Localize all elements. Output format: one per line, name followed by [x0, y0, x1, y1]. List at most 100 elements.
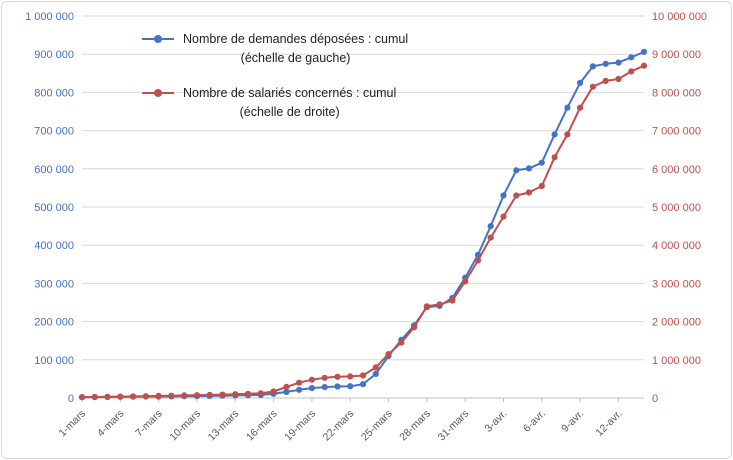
- data-point: [538, 159, 545, 166]
- y-axis-label-left: 600 000: [34, 164, 74, 176]
- y-axis-label-right: 3 000 000: [652, 278, 701, 290]
- x-axis-label: 28-mars: [397, 408, 433, 444]
- y-axis-label-right: 9 000 000: [652, 49, 701, 61]
- data-point: [359, 381, 367, 388]
- data-point: [640, 48, 648, 56]
- data-point: [513, 192, 520, 199]
- x-axis-label: 19-mars: [282, 408, 318, 444]
- axes: 0 0 100 000 1 000 000 200 000 2 000 000 300 00…: [25, 11, 707, 443]
- data-point: [474, 257, 482, 264]
- data-point: [296, 386, 303, 393]
- data-point: [347, 373, 354, 380]
- x-axis-label: 13-mars: [206, 408, 242, 444]
- data-point: [615, 75, 622, 83]
- data-point: [321, 374, 328, 381]
- x-axis-label: 16-mars: [244, 408, 280, 444]
- y-axis-label-right: 8 000 000: [652, 87, 701, 99]
- y-axis-label-left: 800 000: [34, 87, 74, 99]
- y-axis-label-left: 300 000: [34, 278, 74, 290]
- data-point: [462, 278, 469, 285]
- data-point: [487, 234, 494, 241]
- y-axis-label-right: 1 000 000: [652, 355, 701, 367]
- x-axis-label: 3-avr.: [483, 408, 510, 435]
- data-point: [551, 154, 558, 161]
- y-axis-label-left: 500 000: [34, 202, 74, 214]
- y-axis-label-left: 0: [68, 393, 74, 405]
- data-point: [130, 393, 137, 400]
- x-axis-label: 22-mars: [321, 408, 357, 444]
- y-axis-label-left: 900 000: [34, 49, 74, 61]
- x-axis-label: 25-mars: [359, 408, 395, 444]
- data-point: [628, 54, 635, 61]
- data-point: [347, 383, 354, 390]
- data-point: [449, 297, 456, 304]
- data-point: [359, 372, 367, 379]
- y-axis-label-left: 100 000: [34, 355, 74, 367]
- data-point: [525, 165, 533, 172]
- data-point: [219, 391, 226, 398]
- y-axis-label-right: 2 000 000: [652, 317, 701, 329]
- data-point: [168, 392, 175, 399]
- data-point: [525, 189, 533, 196]
- data-point: [232, 391, 239, 398]
- y-axis-label-right: 7 000 000: [652, 126, 701, 138]
- data-point: [411, 324, 418, 331]
- data-point: [104, 393, 111, 400]
- data-point: [589, 63, 597, 70]
- series-line-1: [81, 64, 645, 399]
- data-point: [500, 213, 507, 220]
- x-axis-label: 4-mars: [95, 408, 127, 440]
- series-layer: [78, 48, 648, 401]
- data-point: [334, 383, 341, 390]
- x-axis-label: 31-mars: [436, 408, 472, 444]
- data-point: [551, 131, 558, 138]
- data-point: [308, 376, 315, 383]
- data-point: [589, 83, 597, 90]
- data-point: [91, 393, 98, 401]
- x-axis-label: 7-mars: [133, 408, 165, 440]
- data-point: [296, 379, 303, 386]
- data-point: [372, 370, 379, 377]
- data-point: [577, 104, 584, 111]
- data-point: [640, 62, 648, 69]
- data-point: [602, 60, 609, 67]
- x-axis-label: 12-avr.: [593, 408, 624, 439]
- data-point: [321, 384, 328, 391]
- y-axis-label-right: 10 000 000: [652, 11, 707, 23]
- data-point: [564, 104, 571, 111]
- data-point: [283, 388, 290, 395]
- y-axis-label-left: 200 000: [34, 317, 74, 329]
- data-point: [117, 393, 124, 400]
- y-axis-label-left: 700 000: [34, 126, 74, 138]
- x-axis-label: 1-mars: [57, 408, 89, 440]
- y-axis-label-left: 400 000: [34, 240, 74, 252]
- data-point: [615, 59, 622, 66]
- data-point: [142, 393, 149, 400]
- data-point: [500, 192, 507, 199]
- data-point: [385, 351, 392, 358]
- x-axis-label: 9-avr.: [559, 408, 586, 435]
- x-axis-label: 6-avr.: [521, 408, 548, 435]
- y-axis-label-right: 5 000 000: [652, 202, 701, 214]
- x-axis-label: 10-mars: [167, 408, 203, 444]
- series-line-0: [81, 50, 645, 399]
- data-point: [334, 373, 341, 380]
- data-point: [78, 394, 86, 401]
- data-point: [487, 223, 494, 230]
- data-point: [181, 392, 188, 399]
- y-axis-label-right: 6 000 000: [652, 164, 701, 176]
- data-point: [193, 392, 201, 399]
- y-axis-label-right: 4 000 000: [652, 240, 701, 252]
- data-point: [423, 303, 430, 310]
- data-point: [372, 364, 379, 371]
- data-point: [436, 301, 443, 308]
- data-point: [206, 391, 213, 398]
- data-point: [257, 390, 264, 397]
- y-axis-label-right: 0: [652, 393, 658, 405]
- data-point: [602, 77, 609, 84]
- data-point: [398, 339, 405, 346]
- y-axis-label-left: 1 000 000: [25, 11, 74, 23]
- data-point: [513, 167, 520, 174]
